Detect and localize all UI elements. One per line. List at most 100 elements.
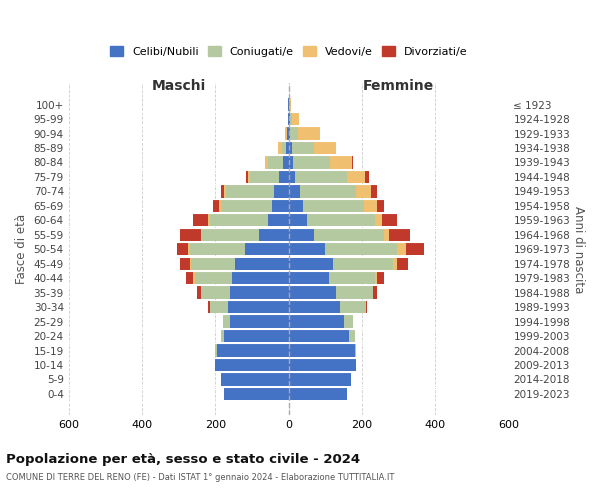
Bar (397, 258, 408, 270)
Bar (325, 243, 397, 256)
Bar (235, 258, 289, 270)
Bar (375, 272, 377, 284)
Bar (289, 113, 290, 125)
Bar (289, 258, 332, 270)
Bar (287, 128, 289, 140)
Bar (221, 200, 272, 212)
Bar (307, 214, 375, 226)
Bar (382, 214, 397, 226)
Bar (289, 388, 347, 400)
Bar (344, 316, 353, 328)
Bar (280, 171, 289, 183)
Bar (221, 185, 224, 198)
Bar (190, 258, 191, 270)
Bar (200, 228, 202, 241)
Text: Maschi: Maschi (152, 79, 206, 93)
Bar (289, 156, 293, 168)
Bar (299, 185, 356, 198)
Y-axis label: Fasce di età: Fasce di età (15, 214, 28, 284)
Bar (210, 301, 228, 314)
Bar (247, 171, 248, 183)
Bar (289, 185, 299, 198)
Bar (364, 200, 377, 212)
Bar (314, 142, 335, 154)
Bar (193, 272, 195, 284)
Text: Popolazione per età, sesso e stato civile - 2024: Popolazione per età, sesso e stato civil… (6, 452, 360, 466)
Bar (228, 301, 289, 314)
Bar (232, 272, 289, 284)
Bar (265, 156, 268, 168)
Bar (303, 200, 364, 212)
Bar (406, 243, 424, 256)
Bar (289, 98, 291, 110)
Bar (287, 113, 289, 125)
Bar (193, 214, 208, 226)
Bar (314, 228, 384, 241)
Bar (289, 286, 336, 299)
Bar (289, 359, 356, 371)
Bar (289, 142, 292, 154)
Bar (289, 200, 303, 212)
Bar (248, 171, 250, 183)
Bar (293, 156, 329, 168)
Bar (290, 113, 292, 125)
Bar (200, 286, 230, 299)
Bar (268, 156, 283, 168)
Bar (224, 388, 289, 400)
Bar (355, 344, 356, 356)
Bar (197, 286, 200, 299)
Bar (397, 243, 406, 256)
Bar (224, 330, 289, 342)
Bar (289, 243, 325, 256)
Bar (245, 243, 289, 256)
Bar (181, 258, 190, 270)
Bar (274, 185, 289, 198)
Bar (230, 316, 289, 328)
Bar (210, 214, 268, 226)
Bar (356, 185, 371, 198)
Bar (373, 286, 377, 299)
Bar (221, 374, 289, 386)
Bar (289, 128, 290, 140)
Bar (283, 156, 289, 168)
Bar (393, 258, 397, 270)
Bar (181, 228, 200, 241)
Bar (377, 200, 384, 212)
Bar (289, 272, 329, 284)
Bar (188, 243, 190, 256)
Text: COMUNE DI TERRE DEL RENO (FE) - Dati ISTAT 1° gennaio 2024 - Elaborazione TUTTIT: COMUNE DI TERRE DEL RENO (FE) - Dati IST… (6, 472, 394, 482)
Bar (371, 185, 377, 198)
Bar (329, 272, 375, 284)
Bar (278, 142, 282, 154)
Bar (208, 214, 210, 226)
Bar (219, 200, 221, 212)
Bar (186, 272, 193, 284)
Bar (259, 228, 289, 241)
Bar (375, 214, 382, 226)
Bar (215, 344, 217, 356)
Bar (336, 286, 373, 299)
Bar (289, 171, 295, 183)
Bar (202, 228, 259, 241)
Bar (221, 330, 224, 342)
Bar (349, 330, 355, 342)
Bar (289, 214, 307, 226)
Bar (268, 214, 289, 226)
Bar (289, 316, 344, 328)
Legend: Celibi/Nubili, Coniugati/e, Vedovi/e, Divorziati/e: Celibi/Nubili, Coniugati/e, Vedovi/e, Di… (106, 42, 471, 60)
Bar (288, 98, 289, 110)
Bar (377, 272, 384, 284)
Bar (285, 128, 287, 140)
Bar (384, 228, 389, 241)
Bar (289, 344, 355, 356)
Bar (208, 301, 210, 314)
Bar (289, 228, 314, 241)
Bar (289, 301, 340, 314)
Text: Femmine: Femmine (363, 79, 434, 93)
Bar (290, 128, 298, 140)
Bar (292, 142, 314, 154)
Bar (298, 128, 320, 140)
Bar (195, 272, 232, 284)
Bar (286, 142, 289, 154)
Bar (332, 258, 393, 270)
